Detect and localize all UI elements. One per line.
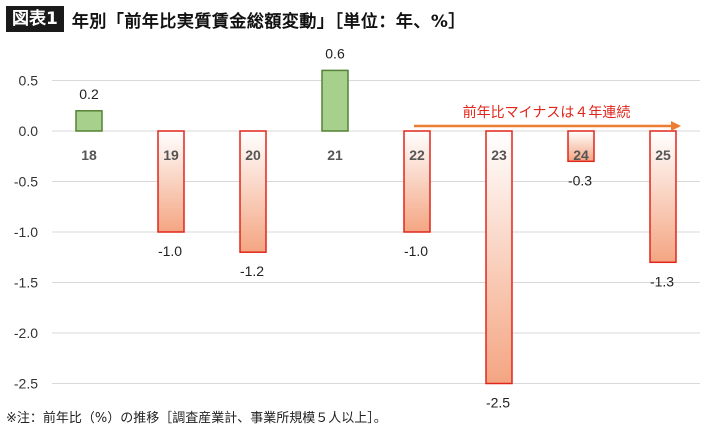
chart-title: 年別「前年比実質賃金総額変動」［単位：年、%］ [71,11,466,32]
data-label: -1.0 [404,243,428,259]
category-label: 22 [409,147,425,163]
figure-badge: 図表1 [6,6,64,32]
y-tick-label: -1.0 [14,224,38,240]
data-label: 0.6 [325,45,345,61]
y-tick-label: -2.5 [14,376,38,392]
data-label: -1.3 [650,273,674,289]
y-tick-label: 0.5 [19,73,39,89]
y-tick-label: 0.0 [19,123,39,139]
bar-21 [321,69,349,132]
y-axis: 0.5 0.0 -0.5 -1.0 -1.5 -2.0 -2.5 [14,73,38,392]
category-label: 20 [245,147,261,163]
category-label: 21 [327,147,343,163]
bar-19 [157,130,185,233]
bar-22 [403,130,431,233]
category-label: 23 [491,147,507,163]
bar-20 [239,130,267,253]
bar-24 [567,130,595,163]
y-tick-label: -2.0 [14,325,38,341]
y-tick-label: -1.5 [14,275,38,291]
data-label: -1.0 [158,243,182,259]
bar-25 [649,130,677,264]
chart-header: 図表1 年別「前年比実質賃金総額変動」［単位：年、%］ [6,5,466,33]
annotation: 前年比マイナスは４年連続 [414,104,681,131]
footnote: ※注：前年比（%）の推移［調査産業計、事業所規模５人以上］。 [6,411,387,426]
category-label: 19 [163,147,179,163]
bars [75,69,677,385]
category-label: 24 [573,147,589,163]
data-label: -0.3 [568,172,592,188]
data-label: 0.2 [79,86,99,102]
y-tick-label: -0.5 [14,174,38,190]
bar-18 [75,110,103,132]
data-label: -1.2 [240,263,264,279]
data-label: -2.5 [486,395,510,411]
annotation-text: 前年比マイナスは４年連続 [463,104,631,121]
labels: 18 0.2 19 -1.0 20 -1.2 21 0.6 22 -1.0 23 -2.5 24 -0.3… [79,45,674,410]
category-label: 18 [81,147,97,163]
category-label: 25 [655,147,671,163]
bar-23 [485,130,513,385]
